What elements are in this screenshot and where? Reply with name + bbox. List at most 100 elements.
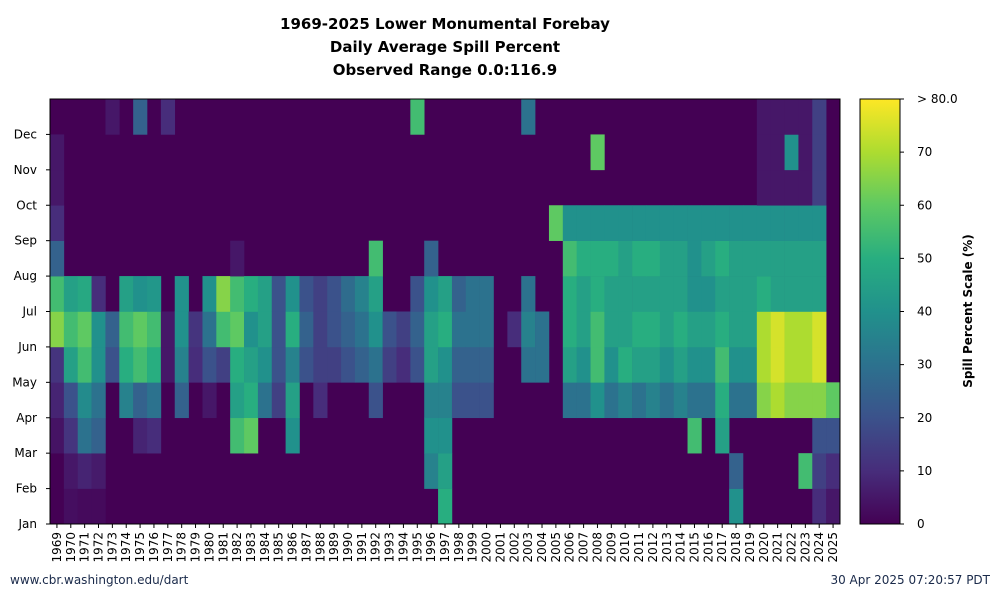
- heatmap-cell: [285, 382, 300, 419]
- heatmap-cell: [119, 276, 134, 312]
- heatmap-cell: [133, 346, 148, 383]
- x-axis: 1969 1970 1971 1972 1973 1974 1975 1976 1977 1978…: [50, 524, 840, 563]
- heatmap-cell: [341, 346, 356, 383]
- heatmap-cell: [438, 488, 453, 525]
- colorbar-tick-label: 70: [917, 145, 932, 159]
- heatmap-cell: [410, 99, 425, 135]
- x-tick-label: 1970: [64, 532, 78, 563]
- heatmap-cell: [354, 311, 370, 348]
- heatmap-cell: [659, 382, 674, 419]
- heatmap-cell: [50, 417, 65, 454]
- heatmap-cell: [590, 205, 605, 241]
- y-tick-label: Feb: [16, 482, 37, 496]
- x-tick-label: 1974: [119, 532, 133, 563]
- heatmap-cell: [521, 346, 536, 383]
- heatmap-cell: [244, 311, 259, 348]
- heatmap-cell: [244, 417, 259, 454]
- heatmap-cell: [576, 382, 591, 419]
- heatmap-cell: [382, 346, 397, 383]
- heatmap-cell: [812, 382, 827, 419]
- heatmap-cell: [341, 311, 356, 348]
- colorbar-ticks: 0 10 20 30 40 50 60 70 > 80.0: [900, 92, 958, 531]
- heatmap-cell: [590, 382, 605, 419]
- heatmap-cell: [812, 240, 827, 277]
- heatmap-cell: [244, 276, 259, 312]
- heatmap-cell: [701, 346, 716, 383]
- heatmap-cell: [659, 311, 674, 348]
- heatmap-cell: [188, 311, 203, 348]
- heatmap-cell: [562, 346, 577, 383]
- heatmap-cell: [729, 488, 744, 525]
- heatmap-cell: [826, 488, 841, 525]
- heatmap-cell: [382, 311, 397, 348]
- heatmap-cell: [770, 99, 785, 135]
- heatmap-cell: [590, 311, 605, 348]
- heatmap-cell: [590, 240, 605, 277]
- x-tick-label: 2005: [549, 532, 563, 563]
- colorbar-tick-label: > 80.0: [917, 92, 958, 106]
- heatmap-cell: [632, 205, 647, 241]
- heatmap-cell: [687, 205, 702, 241]
- x-tick-label: 1972: [92, 532, 106, 563]
- heatmap-cell: [784, 240, 799, 277]
- heatmap-cell: [590, 134, 605, 171]
- heatmap-cell: [673, 382, 688, 419]
- heatmap-cell: [479, 346, 494, 383]
- heatmap-cell: [174, 346, 189, 383]
- x-tick-label: 1980: [202, 532, 216, 563]
- heatmap-cell: [673, 240, 688, 277]
- heatmap-cell: [618, 311, 633, 348]
- heatmap-cell: [119, 382, 134, 419]
- heatmap-cell: [133, 311, 148, 348]
- heatmap-cell: [770, 311, 785, 348]
- heatmap-cell: [632, 240, 647, 277]
- x-tick-label: 2014: [674, 532, 688, 563]
- heatmap-cell: [216, 276, 231, 312]
- y-tick-label: Dec: [14, 127, 37, 141]
- heatmap-cell: [784, 276, 799, 312]
- x-tick-label: 1977: [161, 532, 175, 563]
- x-tick-label: 1993: [383, 532, 397, 563]
- x-tick-label: 1986: [286, 532, 300, 563]
- heatmap-cell: [63, 311, 79, 348]
- heatmap-cell: [812, 169, 827, 206]
- heatmap-cell: [50, 205, 65, 241]
- colorbar: [859, 98, 901, 525]
- heatmap-cell: [50, 382, 65, 419]
- heatmap-cell: [50, 169, 65, 206]
- heatmap-cell: [729, 382, 744, 419]
- x-tick-label: 1987: [299, 532, 313, 563]
- heatmap-cell: [812, 453, 827, 489]
- heatmap-cell: [632, 311, 647, 348]
- heatmap-cell: [147, 346, 162, 383]
- heatmap-cell: [216, 346, 231, 383]
- heatmap-cell: [50, 311, 65, 348]
- heatmap-cell: [77, 417, 92, 454]
- footer-source-link[interactable]: www.cbr.washington.edu/dart: [10, 573, 189, 587]
- heatmap-cell: [812, 311, 827, 348]
- heatmap-cell: [299, 346, 314, 383]
- heatmap-cell: [576, 346, 591, 383]
- heatmap-cell: [521, 99, 536, 135]
- heatmap-cell: [812, 488, 827, 525]
- heatmap-cell: [715, 417, 730, 454]
- heatmap-cell: [257, 382, 273, 419]
- heatmap-cell: [756, 99, 771, 135]
- heatmap-cell: [756, 311, 771, 348]
- x-tick-label: 1975: [133, 532, 147, 563]
- heatmap-cell: [91, 276, 106, 312]
- heatmap-cell: [562, 311, 577, 348]
- heatmap-cell: [729, 205, 744, 241]
- heatmap-cell: [451, 276, 467, 312]
- heatmap-cell: [770, 240, 785, 277]
- heatmap-cell: [687, 417, 702, 454]
- heatmap-cell: [715, 346, 730, 383]
- heatmap-cell: [119, 311, 134, 348]
- heatmap-cell: [396, 311, 411, 348]
- heatmap-cell: [618, 346, 633, 383]
- heatmap-cell: [604, 276, 619, 312]
- heatmap-cell: [742, 276, 758, 312]
- heatmap-cell: [770, 276, 785, 312]
- heatmap-cell: [770, 134, 785, 171]
- heatmap-cell: [133, 99, 148, 135]
